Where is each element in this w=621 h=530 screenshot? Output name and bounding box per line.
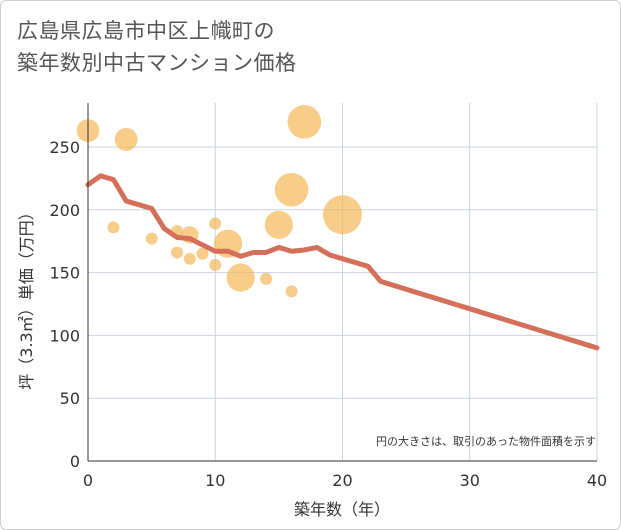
bubble-point [114, 128, 138, 151]
y-tick-label: 50 [60, 389, 80, 408]
x-tick-label: 20 [332, 471, 352, 490]
chart-title: 広島県広島市中区上幟町の 築年数別中古マンション価格 [17, 15, 297, 79]
x-tick-label: 40 [587, 471, 607, 490]
chart-title-line-2: 築年数別中古マンション価格 [17, 51, 297, 75]
y-tick-label: 0 [70, 452, 80, 471]
bubble-point [145, 232, 158, 245]
bubble-point [226, 263, 255, 292]
x-tick-label: 0 [83, 471, 93, 490]
bubble-size-note: 円の大きさは、取引のあった物件面積を示す [376, 434, 596, 448]
bubble-point [323, 195, 362, 235]
y-tick-label: 100 [49, 326, 80, 345]
bubble-point [274, 172, 309, 207]
bubble-point [209, 259, 222, 272]
x-tick-label: 30 [460, 471, 480, 490]
bubble-point [196, 247, 209, 260]
y-tick-label: 250 [49, 138, 80, 157]
bubble-point [285, 285, 298, 298]
bubble-series [76, 105, 362, 298]
y-tick-label: 200 [49, 201, 80, 220]
bubble-point [183, 252, 196, 265]
bubble-point [264, 210, 293, 239]
bubble-point [287, 105, 322, 139]
chart-title-line-1: 広島県広島市中区上幟町の [17, 19, 275, 43]
y-tick-label: 150 [49, 264, 80, 283]
x-axis-label: 築年数（年） [294, 500, 390, 519]
x-tick-label: 10 [205, 471, 225, 490]
bubble-point [107, 221, 120, 234]
trend-series [85, 173, 600, 351]
bubble-point [260, 272, 273, 285]
bubble-point [171, 246, 184, 259]
grid-lines [88, 103, 598, 461]
tick-labels: 0 10 20 30 40 0 50 100 150 200 250 [49, 138, 607, 490]
bubble-point [209, 217, 222, 230]
trend-line [85, 173, 600, 351]
axes [87, 103, 597, 462]
y-axis-label: 坪（3.3㎡）単価（万円） [17, 204, 36, 389]
